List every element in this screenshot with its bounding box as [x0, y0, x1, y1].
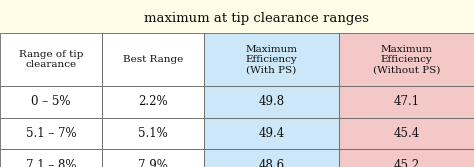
- Text: 7.1 – 8%: 7.1 – 8%: [26, 159, 76, 167]
- Text: 2.2%: 2.2%: [138, 95, 168, 108]
- Text: 5.1%: 5.1%: [138, 127, 168, 140]
- Text: Best Range: Best Range: [123, 55, 183, 64]
- Text: 49.4: 49.4: [258, 127, 284, 140]
- Text: Maximum
Efficiency
(Without PS): Maximum Efficiency (Without PS): [373, 45, 440, 75]
- Text: Range of tip
clearance: Range of tip clearance: [19, 50, 83, 69]
- Text: 5.1 – 7%: 5.1 – 7%: [26, 127, 76, 140]
- Text: 45.2: 45.2: [393, 159, 419, 167]
- Text: 48.6: 48.6: [258, 159, 284, 167]
- Text: Maximum
Efficiency
(With PS): Maximum Efficiency (With PS): [246, 45, 297, 75]
- Text: maximum at tip clearance ranges: maximum at tip clearance ranges: [144, 12, 368, 25]
- Text: 47.1: 47.1: [393, 95, 419, 108]
- Text: 7.9%: 7.9%: [138, 159, 168, 167]
- Text: 45.4: 45.4: [393, 127, 419, 140]
- Text: 49.8: 49.8: [258, 95, 284, 108]
- Text: 0 – 5%: 0 – 5%: [31, 95, 71, 108]
